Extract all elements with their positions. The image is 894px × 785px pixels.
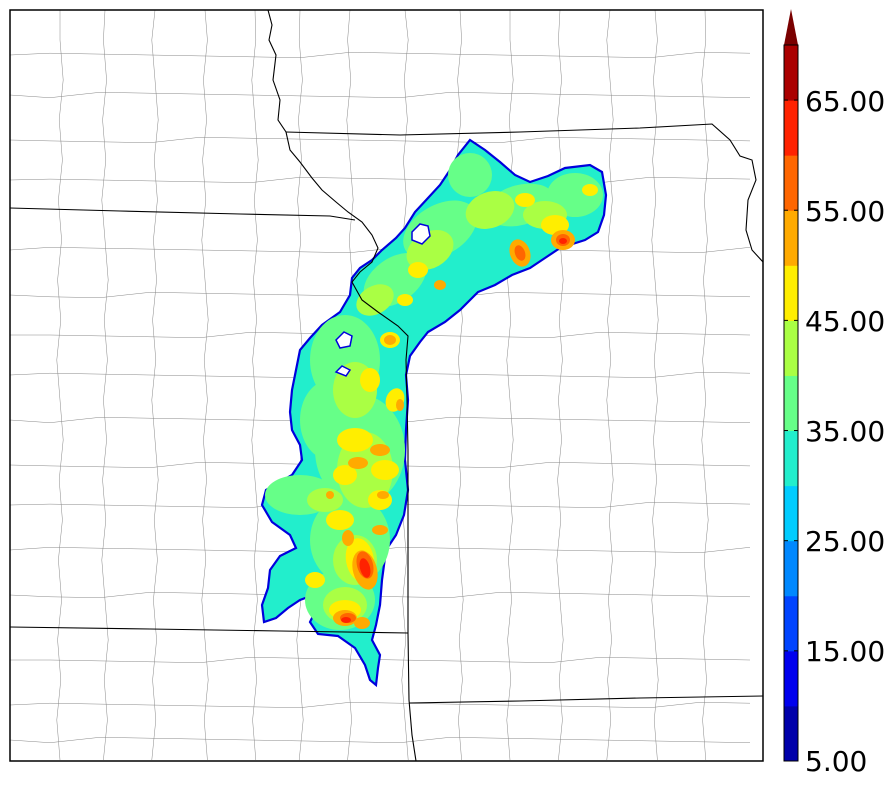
- field-level-50: [408, 262, 428, 278]
- field-level-55: [434, 280, 446, 290]
- colorbar-bin: [784, 540, 798, 597]
- map-panel: [9, 9, 764, 762]
- colorbar-bin: [784, 595, 798, 652]
- field-level-55: [342, 530, 354, 546]
- colorbar-label-45: 45.00: [805, 305, 885, 338]
- field-level-65: [359, 558, 371, 578]
- field-level-50: [582, 184, 598, 196]
- colorbar-label-25: 25.00: [805, 525, 885, 558]
- colorbar-bin: [784, 375, 798, 432]
- state-border-line: [9, 207, 356, 221]
- state-border-line: [408, 695, 764, 704]
- colorbar-ticks: [784, 99, 798, 762]
- map-frame: [9, 9, 764, 762]
- colorbar-label-65: 65.00: [805, 85, 885, 118]
- field-hole: [411, 223, 431, 245]
- colorbar-label-15: 15.00: [805, 635, 885, 668]
- field-level-45: [307, 488, 343, 512]
- colorbar-bin: [784, 45, 798, 101]
- field-level-50: [515, 193, 535, 207]
- state-border-line: [9, 626, 409, 634]
- field-level-55: [370, 444, 390, 456]
- field-level-65: [559, 238, 567, 244]
- field-level-40: [448, 153, 492, 197]
- colorbar-label-35: 35.00: [805, 415, 885, 448]
- colorbar-bin: [784, 210, 798, 266]
- field-level-60: [514, 245, 526, 261]
- field-level-50: [337, 428, 373, 452]
- field-level-50: [326, 510, 354, 530]
- field-hole: [335, 331, 353, 349]
- colorbar-bins: [784, 45, 798, 762]
- field-level-50: [397, 294, 413, 306]
- field-level-50: [333, 465, 357, 485]
- colorbar: 5.00 15.00 25.00 35.00 45.00 55.00 65.00: [783, 9, 885, 778]
- state-border-line: [267, 9, 417, 762]
- colorbar-extend-arrow: [784, 9, 798, 45]
- colorbar-bin: [784, 430, 798, 487]
- colorbar-bin: [784, 155, 798, 211]
- colorbar-frame: [783, 44, 799, 762]
- field-level-55: [354, 617, 370, 629]
- colorbar-bin: [784, 650, 798, 707]
- field-level-55: [396, 399, 404, 411]
- field-level-50: [541, 215, 569, 235]
- colorbar-bin: [784, 320, 798, 376]
- field-level-55: [384, 335, 396, 345]
- field-level-55: [348, 457, 368, 469]
- colorbar-label-55: 55.00: [805, 195, 885, 228]
- field-level-50: [360, 368, 380, 392]
- field-level-50: [305, 572, 325, 588]
- field-level-65: [341, 617, 351, 623]
- colorbar-label-5: 5.00: [805, 745, 867, 778]
- field-level-50: [371, 460, 399, 480]
- colorbar-tick-labels: 5.00 15.00 25.00 35.00 45.00 55.00 65.00: [805, 85, 885, 778]
- state-border-line: [285, 123, 764, 263]
- field-level-55: [377, 491, 389, 499]
- field-level-45: [465, 191, 515, 229]
- field-level-55: [372, 525, 388, 535]
- colorbar-bin: [784, 485, 798, 542]
- field-level-45: [356, 284, 394, 316]
- field-hole: [334, 365, 352, 377]
- colorbar-bin: [784, 265, 798, 321]
- colorbar-bin: [784, 705, 798, 762]
- colorbar-bin: [784, 100, 798, 156]
- state-borders: [9, 9, 764, 762]
- precipitation-field: [260, 138, 608, 688]
- field-level-55: [326, 491, 334, 499]
